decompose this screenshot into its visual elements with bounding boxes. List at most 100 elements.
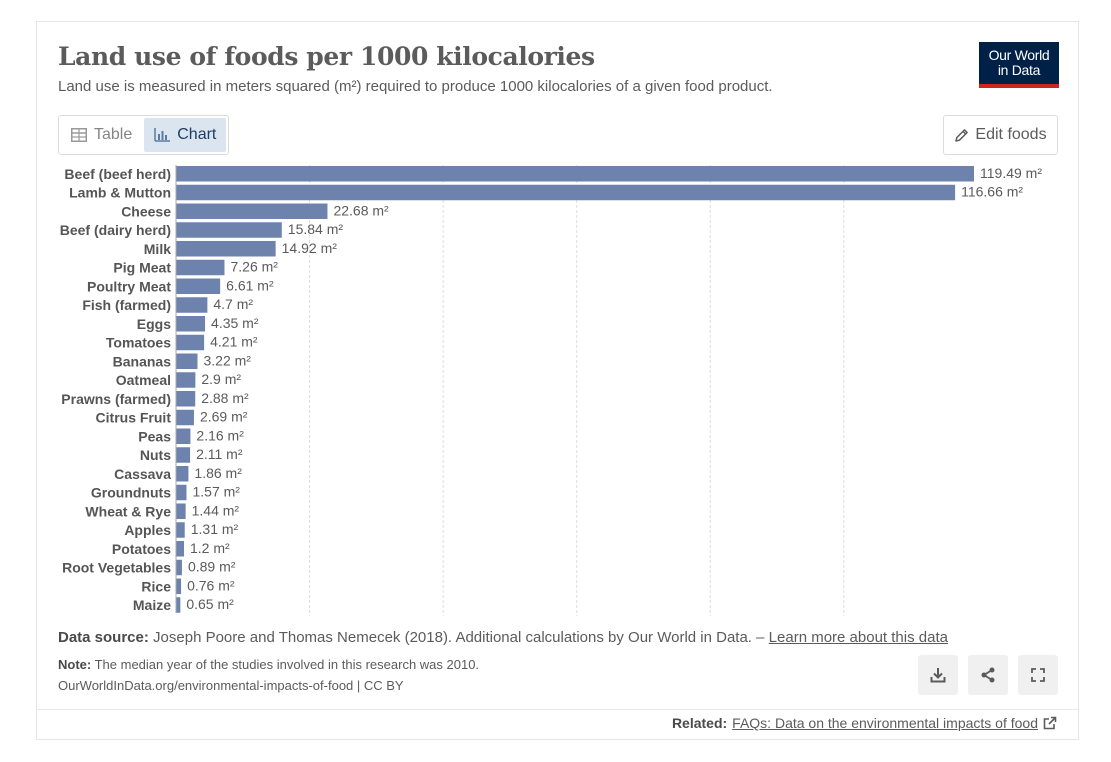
chart-note: Note: The median year of the studies inv… bbox=[58, 657, 479, 672]
value-label: 4.21 m² bbox=[210, 334, 258, 350]
bar[interactable] bbox=[176, 203, 328, 220]
gridlines bbox=[309, 165, 845, 616]
category-label: Maize bbox=[133, 597, 171, 613]
value-label: 15.84 m² bbox=[288, 221, 344, 237]
value-label: 0.76 m² bbox=[187, 577, 235, 593]
footer-divider bbox=[37, 709, 1078, 710]
download-button[interactable] bbox=[918, 655, 958, 695]
value-label: 22.68 m² bbox=[333, 202, 389, 218]
value-label: 0.89 m² bbox=[188, 559, 236, 575]
related-label: Related: bbox=[671, 715, 728, 731]
value-label: 1.44 m² bbox=[192, 502, 240, 518]
value-label: 2.11 m² bbox=[196, 446, 243, 462]
category-label: Bananas bbox=[113, 353, 172, 369]
bar[interactable] bbox=[176, 578, 182, 595]
category-label: Beef (beef herd) bbox=[64, 166, 171, 182]
bar[interactable] bbox=[176, 409, 194, 426]
category-label: Cassava bbox=[114, 466, 171, 482]
bar[interactable] bbox=[176, 241, 276, 257]
bar[interactable] bbox=[176, 353, 198, 370]
bar[interactable] bbox=[176, 503, 186, 520]
learn-more-link[interactable]: Learn more about this data bbox=[768, 629, 948, 646]
category-label: Apples bbox=[124, 522, 171, 538]
category-label: Citrus Fruit bbox=[96, 410, 172, 426]
pencil-icon bbox=[955, 128, 969, 142]
value-label: 1.31 m² bbox=[191, 521, 239, 537]
bar[interactable] bbox=[176, 391, 196, 407]
category-label: Lamb & Mutton bbox=[69, 185, 171, 201]
fullscreen-button[interactable] bbox=[1018, 655, 1058, 695]
fullscreen-icon bbox=[1031, 668, 1045, 682]
category-label: Nuts bbox=[140, 447, 171, 463]
tab-chart[interactable]: Chart bbox=[144, 118, 227, 152]
value-label: 2.69 m² bbox=[200, 409, 248, 425]
tab-table-label: Table bbox=[94, 126, 133, 143]
note-label: Note: bbox=[58, 657, 92, 672]
bar[interactable] bbox=[176, 447, 191, 463]
share-icon bbox=[981, 667, 995, 683]
value-label: 6.61 m² bbox=[226, 277, 274, 293]
category-label: Cheese bbox=[121, 203, 171, 219]
bar[interactable] bbox=[176, 466, 189, 482]
category-label: Rice bbox=[141, 578, 171, 594]
bar[interactable] bbox=[176, 484, 187, 501]
bar[interactable] bbox=[176, 316, 206, 332]
owid-logo[interactable]: Our World in Data bbox=[979, 42, 1059, 88]
value-label: 1.86 m² bbox=[194, 465, 242, 481]
view-tabs: Table Chart bbox=[58, 115, 229, 155]
category-label: Groundnuts bbox=[91, 485, 171, 501]
category-label: Tomatoes bbox=[106, 335, 171, 351]
data-source-label: Data source: bbox=[58, 629, 149, 646]
value-label: 14.92 m² bbox=[282, 240, 338, 256]
chart-subtitle: Land use is measured in meters squared (… bbox=[58, 78, 773, 95]
tab-table[interactable]: Table bbox=[61, 118, 142, 152]
category-label: Peas bbox=[138, 428, 171, 444]
value-label: 116.66 m² bbox=[961, 184, 1023, 200]
related-faq-link[interactable]: FAQs: Data on the environmental impacts … bbox=[732, 715, 1038, 731]
external-link-icon bbox=[1043, 716, 1057, 730]
tab-chart-label: Chart bbox=[177, 126, 217, 143]
grapher-card: Land use of foods per 1000 kilocalories … bbox=[36, 21, 1079, 740]
edit-foods-label: Edit foods bbox=[975, 126, 1047, 143]
value-label: 4.7 m² bbox=[213, 296, 253, 312]
bar[interactable] bbox=[176, 522, 185, 538]
category-label: Oatmeal bbox=[116, 372, 171, 388]
bar[interactable] bbox=[176, 184, 956, 201]
bar[interactable] bbox=[176, 222, 282, 238]
category-label: Wheat & Rye bbox=[85, 503, 171, 519]
category-label: Poultry Meat bbox=[87, 278, 171, 294]
bar-chart: Beef (beef herd) 119.49 m² Lamb & Mutton 11… bbox=[60, 165, 1043, 616]
share-button[interactable] bbox=[968, 655, 1008, 695]
value-label: 2.16 m² bbox=[196, 427, 244, 443]
bar[interactable] bbox=[176, 597, 181, 613]
data-source: Data source: Joseph Poore and Thomas Nem… bbox=[58, 629, 948, 646]
bar[interactable] bbox=[176, 428, 191, 445]
value-label: 7.26 m² bbox=[230, 259, 278, 275]
bar[interactable] bbox=[176, 259, 225, 276]
bar[interactable] bbox=[176, 541, 185, 557]
bar[interactable] bbox=[176, 372, 196, 388]
value-label: 1.2 m² bbox=[190, 540, 230, 556]
category-label: Fish (farmed) bbox=[82, 297, 171, 313]
logo-line-1: Our World bbox=[988, 47, 1050, 63]
category-label: Prawns (farmed) bbox=[61, 391, 171, 407]
logo-line-2: in Data bbox=[997, 62, 1041, 78]
data-source-text: Joseph Poore and Thomas Nemecek (2018). … bbox=[153, 629, 765, 646]
value-label: 4.35 m² bbox=[211, 315, 259, 331]
bar[interactable] bbox=[176, 334, 205, 351]
bar[interactable] bbox=[176, 297, 208, 313]
bar[interactable] bbox=[176, 278, 221, 295]
download-icon bbox=[930, 668, 946, 683]
bar[interactable] bbox=[176, 559, 182, 576]
category-label: Milk bbox=[144, 241, 171, 257]
edit-foods-button[interactable]: Edit foods bbox=[943, 115, 1058, 155]
bars: Beef (beef herd) 119.49 m² Lamb & Mutton 11… bbox=[60, 165, 1043, 613]
bar[interactable] bbox=[176, 166, 974, 182]
value-label: 119.49 m² bbox=[980, 165, 1042, 181]
category-label: Root Vegetables bbox=[62, 560, 171, 576]
chart-title: Land use of foods per 1000 kilocalories bbox=[58, 42, 595, 71]
value-label: 3.22 m² bbox=[204, 352, 252, 368]
value-label: 2.88 m² bbox=[201, 390, 249, 406]
category-label: Beef (dairy herd) bbox=[60, 222, 171, 238]
category-label: Eggs bbox=[137, 316, 171, 332]
